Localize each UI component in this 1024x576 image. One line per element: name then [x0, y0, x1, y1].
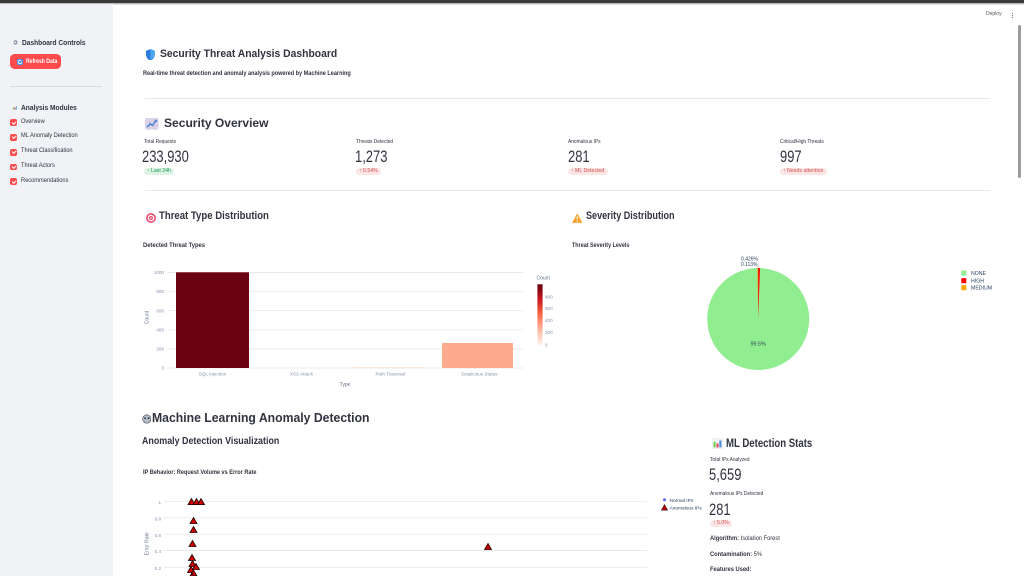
svg-text:Suspicious Status: Suspicious Status [461, 372, 498, 377]
svg-text:Path Traversal: Path Traversal [375, 372, 405, 377]
svg-text:0.6: 0.6 [155, 533, 162, 538]
svg-text:400: 400 [545, 318, 553, 323]
svg-text:MEDIUM: MEDIUM [971, 286, 992, 292]
svg-text:0: 0 [161, 366, 164, 371]
svg-text:0.2: 0.2 [155, 566, 162, 571]
svg-text:HIGH: HIGH [971, 279, 984, 285]
svg-text:0.426%: 0.426% [741, 256, 759, 262]
svg-text:0.113%: 0.113% [741, 262, 758, 268]
svg-text:SQL Injection: SQL Injection [199, 372, 227, 377]
svg-text:Type: Type [340, 382, 351, 388]
svg-text:Count: Count [537, 275, 551, 281]
svg-text:XSS Attack: XSS Attack [290, 372, 314, 377]
svg-text:800: 800 [156, 289, 164, 294]
svg-text:600: 600 [545, 306, 553, 311]
svg-text:0: 0 [545, 343, 548, 348]
svg-text:1: 1 [158, 500, 161, 505]
svg-text:200: 200 [156, 347, 164, 352]
svg-text:NONE: NONE [971, 271, 987, 277]
svg-text:600: 600 [156, 308, 164, 313]
svg-text:0.4: 0.4 [155, 549, 162, 554]
svg-text:200: 200 [545, 330, 553, 335]
svg-text:800: 800 [545, 295, 553, 300]
svg-text:Error Rate: Error Rate [144, 532, 150, 555]
svg-text:Normal IPs: Normal IPs [670, 498, 694, 504]
svg-text:Count: Count [144, 310, 150, 324]
svg-text:400: 400 [156, 327, 164, 332]
svg-text:99.5%: 99.5% [751, 342, 766, 348]
svg-text:0.8: 0.8 [155, 516, 162, 521]
svg-text:1000: 1000 [154, 270, 165, 275]
svg-text:Anomalous IPs: Anomalous IPs [670, 506, 703, 512]
